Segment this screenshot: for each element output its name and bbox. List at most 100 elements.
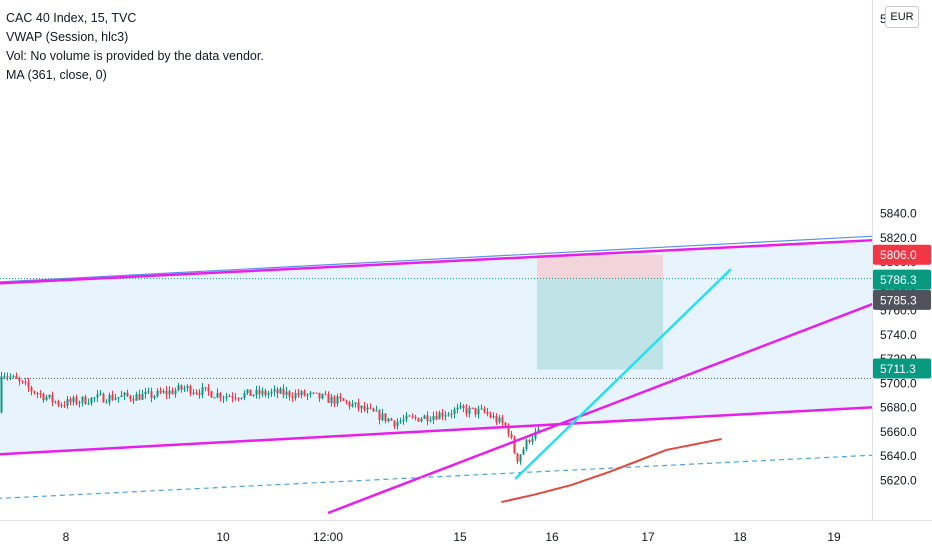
candle-body — [156, 390, 159, 397]
y-tick-label: 5840.0 — [880, 207, 917, 221]
candle-body — [483, 408, 486, 412]
candle-body — [201, 387, 204, 395]
candle-body — [66, 399, 69, 406]
candle-body — [27, 382, 30, 388]
candle-body — [324, 394, 327, 396]
candle-body — [150, 391, 153, 398]
candle-body — [477, 408, 480, 415]
legend-vwap[interactable]: VWAP (Session, hlc3) — [6, 30, 129, 44]
candle-body — [24, 381, 27, 383]
candle-body — [345, 400, 348, 402]
x-tick-label: 12:00 — [313, 530, 343, 544]
candle-body — [435, 416, 438, 420]
candle-body — [147, 391, 150, 393]
candle-body — [420, 418, 423, 422]
candle-body — [144, 392, 147, 395]
candle-body — [234, 397, 237, 399]
y-tick-label: 5680.0 — [880, 401, 917, 415]
candle-body — [42, 393, 45, 401]
candle-body — [126, 392, 129, 396]
candle-body — [54, 401, 57, 403]
candle-body — [204, 387, 207, 389]
upper-parallel-line[interactable] — [0, 235, 882, 290]
price-tag[interactable] — [873, 269, 931, 290]
candle-body — [186, 386, 189, 389]
candle-body — [189, 386, 192, 394]
candle-body — [39, 393, 42, 395]
candle-body — [237, 398, 240, 400]
candle-body — [378, 410, 381, 420]
candle-body — [87, 403, 90, 405]
stop-loss-zone[interactable] — [537, 254, 663, 280]
take-profit-zone[interactable] — [537, 279, 663, 370]
candle-body — [84, 396, 87, 404]
candle-body — [426, 415, 429, 422]
candle-body — [192, 392, 195, 394]
candle-body — [63, 405, 66, 407]
candle-body — [18, 378, 21, 381]
candle-body — [105, 402, 108, 404]
candle-body — [459, 405, 462, 408]
currency-button[interactable]: EUR — [885, 6, 919, 28]
candle-body — [222, 397, 225, 399]
y-tick-label: 5700.0 — [880, 376, 917, 390]
candle-body — [510, 434, 513, 438]
candle-body — [498, 417, 501, 423]
candle-body — [315, 392, 318, 394]
legend-volume[interactable]: Vol: No volume is provided by the data v… — [6, 49, 264, 63]
candle-body — [411, 416, 414, 418]
candle-body — [528, 439, 531, 442]
dashed-trendline[interactable] — [0, 454, 882, 502]
candle-body — [96, 394, 99, 398]
legend-ma[interactable]: MA (361, close, 0) — [6, 68, 107, 82]
candle-body — [339, 396, 342, 399]
candle-body — [36, 393, 39, 395]
candle-body — [297, 393, 300, 396]
x-tick-label: 17 — [641, 530, 655, 544]
candle-body — [390, 418, 393, 421]
candle-body — [90, 397, 93, 404]
candle-body — [468, 407, 471, 414]
candle-body — [264, 390, 267, 395]
candle-body — [249, 389, 252, 396]
candle-body — [99, 393, 102, 395]
candle-body — [447, 414, 450, 416]
candle-body — [303, 391, 306, 396]
candle-body — [111, 394, 114, 400]
candle-body — [525, 439, 528, 450]
y-tick-label: 5620.0 — [880, 473, 917, 487]
candle-body — [246, 389, 249, 394]
candle-body — [294, 393, 297, 398]
y-tick-label: 5740.0 — [880, 328, 917, 342]
candle-body — [102, 393, 105, 403]
candle-body — [117, 397, 120, 399]
candle-body — [258, 389, 261, 395]
candle-body — [366, 407, 369, 410]
x-tick-label: 16 — [545, 530, 559, 544]
candle-body — [312, 392, 315, 394]
candle-body — [207, 387, 210, 392]
candle-body — [519, 454, 522, 462]
candle-body — [369, 407, 372, 409]
legend-symbol[interactable]: CAC 40 Index, 15, TVC — [6, 11, 137, 25]
candle-body — [162, 390, 165, 393]
x-tick-label: 19 — [827, 530, 841, 544]
lower-trendline[interactable] — [0, 405, 882, 462]
candle-body — [375, 410, 378, 412]
candle-body — [300, 391, 303, 396]
candle-body — [507, 424, 510, 435]
time-axis[interactable] — [0, 520, 932, 550]
price-tag[interactable] — [873, 244, 931, 265]
candle-body — [213, 397, 216, 399]
price-tag[interactable] — [873, 289, 931, 310]
price-tag[interactable] — [873, 358, 931, 379]
candle-body — [180, 385, 183, 390]
moving-average-line[interactable] — [501, 438, 722, 504]
candle-body — [135, 394, 138, 401]
cyan-trendline[interactable] — [514, 268, 732, 480]
upper-trendline[interactable] — [0, 238, 882, 291]
price-tag-label: 5711.3 — [880, 362, 916, 376]
candle-body — [330, 396, 333, 403]
